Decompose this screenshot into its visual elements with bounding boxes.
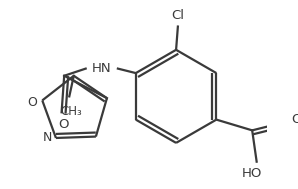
Text: Cl: Cl (171, 9, 184, 22)
Text: HN: HN (92, 62, 111, 75)
Text: HO: HO (242, 167, 262, 180)
Text: CH₃: CH₃ (60, 105, 82, 118)
Text: O: O (27, 96, 37, 109)
Text: N: N (42, 132, 52, 144)
Text: O: O (58, 118, 69, 131)
Text: O: O (292, 113, 298, 126)
